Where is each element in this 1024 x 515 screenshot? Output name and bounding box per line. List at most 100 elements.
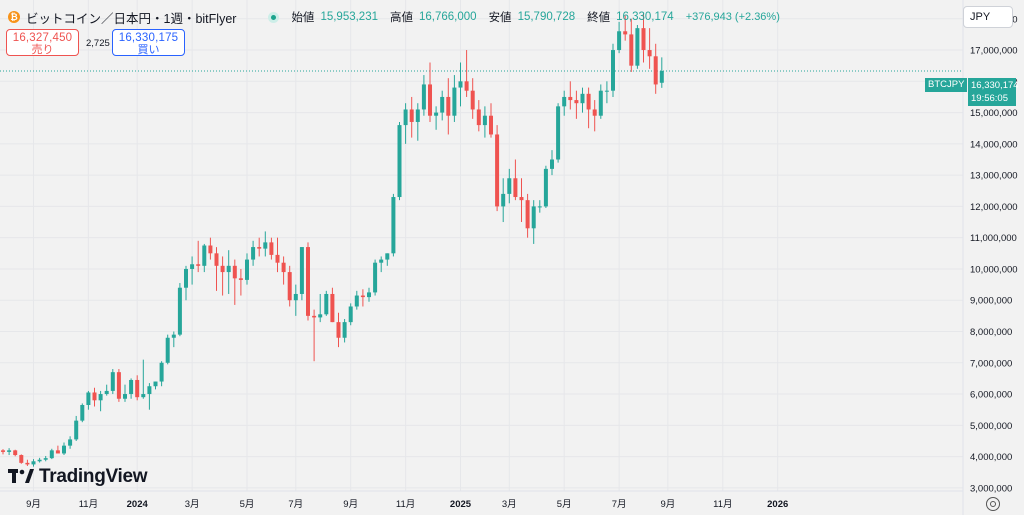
candle-body [592, 109, 597, 116]
time-axis[interactable]: 9月 11月 2024 3月 5月 7月 9月 11月 2025 3月 5月 7月 9月 11月 2026 [26, 499, 788, 510]
y-tick-label: 3,000,000 [970, 483, 1012, 494]
candle-body [336, 322, 341, 338]
x-tick-label: 7月 [612, 499, 627, 510]
x-tick-label: 11月 [396, 499, 415, 510]
spread-value: 2,725 [86, 38, 110, 49]
candle-body [507, 178, 512, 194]
candle-body [275, 254, 280, 263]
candle-body [367, 292, 371, 298]
candle-body [306, 247, 310, 316]
candle-body [556, 106, 561, 160]
high-label: 高値 [390, 12, 413, 24]
x-tick-label: 9月 [343, 499, 358, 510]
candle-body [98, 394, 103, 401]
candle-body [659, 70, 664, 83]
candle-body [611, 50, 615, 91]
x-tick-label: 5月 [240, 499, 255, 510]
candle-body [428, 84, 432, 116]
y-tick-label: 17,000,000 [970, 46, 1018, 57]
candle-body [165, 337, 170, 363]
tradingview-logo-icon [8, 469, 34, 483]
candle-body [647, 50, 652, 57]
candle-body [153, 381, 158, 387]
symbol-title[interactable]: ビットコイン／日本円・1週・bitFlyer [26, 11, 237, 26]
candle-body [598, 90, 603, 116]
candle-body [409, 109, 414, 122]
candle-body [415, 109, 420, 122]
candle-body [184, 268, 188, 288]
candle-body [495, 134, 500, 207]
candle-body [537, 206, 542, 208]
y-tick-label: 10,000,000 [970, 264, 1018, 275]
candle-body [421, 84, 426, 110]
candle-body [324, 293, 329, 315]
candle-body [110, 372, 115, 391]
x-tick-label: 11月 [79, 499, 98, 510]
candle-body [562, 96, 567, 107]
candle-body [214, 253, 219, 266]
candle-body [635, 28, 640, 66]
candle-body [25, 462, 30, 465]
candle-body [68, 439, 73, 446]
candle-body [49, 450, 54, 459]
grid-lines [0, 0, 963, 491]
candle-body [623, 31, 628, 35]
buy-label: 買い [137, 44, 160, 56]
candle-body [550, 159, 554, 169]
candle-body [617, 31, 622, 51]
x-tick-label: 11月 [713, 499, 732, 510]
candle-body [434, 112, 439, 116]
candle-body [269, 242, 274, 255]
candle-body [543, 168, 548, 207]
currency-selector[interactable]: JPY [963, 6, 1013, 28]
candle-body [238, 278, 243, 280]
open-label: 始値 [291, 12, 315, 24]
candle-body [360, 295, 365, 298]
candle-body [74, 420, 79, 440]
candle-body [147, 386, 152, 395]
tradingview-logo[interactable]: TradingView [8, 466, 148, 488]
candle-body [446, 96, 451, 116]
bitcoin-icon: ₿ [8, 11, 20, 23]
tradingview-logo-text: TradingView [39, 466, 148, 487]
y-tick-label: 9,000,000 [970, 296, 1012, 307]
candle-body [525, 200, 530, 229]
candle-body [440, 96, 445, 113]
candle-body [354, 295, 359, 307]
x-tick-label: 2026 [767, 499, 788, 510]
candle-body [629, 34, 634, 66]
candle-body [452, 87, 457, 116]
candle-body [80, 404, 85, 421]
candle-body [330, 293, 335, 323]
candle-body [31, 461, 36, 465]
buy-button[interactable]: 16,330,175 買い [112, 29, 185, 56]
candle-body [116, 372, 121, 399]
candle-body [342, 322, 347, 338]
candle-body [501, 193, 506, 207]
candle-body [397, 125, 402, 198]
candle-body [312, 315, 317, 318]
x-tick-label: 9月 [26, 499, 41, 510]
candle-body [287, 272, 292, 301]
close-label: 終値 [587, 12, 611, 24]
y-tick-label: 11,000,000 [970, 233, 1017, 244]
candle-body [141, 394, 146, 398]
sell-button[interactable]: 16,327,450 売り [6, 29, 79, 56]
candle-body [251, 247, 256, 260]
candle-body [62, 445, 66, 454]
candle-body [202, 245, 207, 266]
candle-body [281, 262, 286, 273]
sell-price: 16,327,450 [12, 32, 73, 44]
last-price-label: 16,330,174 19:56:05 [968, 78, 1019, 106]
candle-body [458, 81, 463, 88]
x-tick-label: 2024 [127, 499, 149, 510]
candle-body [37, 459, 42, 462]
candle-body [403, 109, 408, 126]
last-price-value: 16,330,174 [971, 80, 1019, 91]
candle-body [19, 455, 24, 463]
settings-icon[interactable] [986, 497, 1000, 511]
candle-body [641, 28, 646, 51]
candle-body [123, 394, 127, 399]
bar-countdown: 19:56:05 [971, 93, 1008, 104]
